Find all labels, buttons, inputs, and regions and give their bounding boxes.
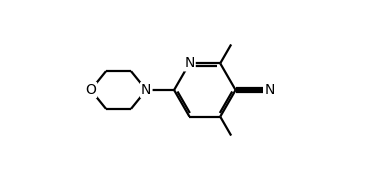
- Text: N: N: [265, 83, 275, 97]
- Text: O: O: [85, 83, 96, 97]
- Text: N: N: [184, 56, 195, 70]
- Text: N: N: [141, 83, 151, 97]
